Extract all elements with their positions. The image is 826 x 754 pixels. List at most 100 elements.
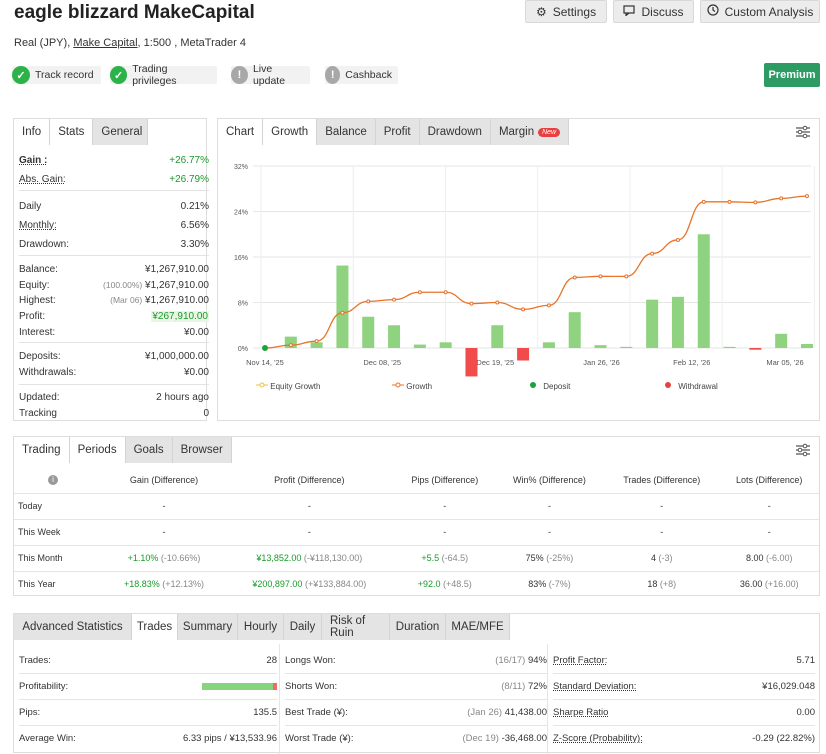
broker-link[interactable]: Make Capital: [73, 37, 138, 49]
adv-value: 135.5: [253, 707, 277, 718]
badge-track-record[interactable]: ✓ Track record: [12, 66, 101, 84]
premium-button[interactable]: Premium: [764, 63, 820, 87]
y-tick-label: 24%: [234, 210, 248, 217]
period-value: 18: [647, 579, 658, 590]
tab-adv-summary[interactable]: Summary: [178, 614, 238, 640]
growth-point: [805, 194, 809, 199]
period-cell: -: [394, 519, 495, 546]
filter-settings-icon[interactable]: [795, 443, 811, 462]
account-type: Real (JPY): [14, 37, 68, 49]
period-cell: 8.00 (-6.00): [719, 545, 819, 572]
growth-point: [495, 300, 500, 305]
tab-adv-advanced-statistics[interactable]: Advanced Statistics: [14, 614, 132, 640]
info-value: +26.77%: [169, 155, 209, 166]
badge-live-update[interactable]: ! Live update: [231, 63, 310, 87]
profit-bar: [646, 299, 659, 348]
adv-value-text: -0.29 (22.82%): [752, 733, 815, 744]
tab-info[interactable]: Info: [14, 119, 51, 145]
info-key: Equity:: [19, 280, 50, 291]
adv-value: ¥16,029.048: [762, 681, 815, 692]
info-key-text: Updated:: [19, 392, 60, 403]
chart-tabs: Chart Growth Balance Profit Drawdown Mar…: [218, 119, 819, 145]
period-cell: 4 (-3): [604, 545, 720, 572]
adv-key: Worst Trade (¥):: [285, 733, 354, 744]
period-value: +18.83%: [123, 579, 160, 590]
period-value: ¥13,852.00: [256, 553, 302, 563]
separator: [285, 725, 547, 726]
adv-value-text: -36,468.00: [501, 733, 547, 744]
tab-browser[interactable]: Browser: [172, 437, 232, 463]
period-cell: -: [719, 519, 819, 546]
filter-settings-icon[interactable]: [795, 125, 811, 144]
info-row-profit: Profit: ¥267,910.00: [19, 311, 209, 322]
y-tick-label: 8%: [238, 301, 248, 308]
growth-point: [701, 199, 706, 204]
tab-profit[interactable]: Profit: [375, 119, 420, 145]
tab-adv-duration[interactable]: Duration: [390, 614, 446, 640]
tab-adv-hourly[interactable]: Hourly: [238, 614, 284, 640]
badge-label: Track record: [35, 69, 94, 81]
info-key: Daily: [19, 201, 41, 212]
adv-row-trades: Trades: 28: [19, 655, 277, 666]
adv-value-text: ¥16,029.048: [762, 681, 815, 692]
adv-value: (Dec 19) -36,468.00: [462, 733, 547, 744]
discuss-button[interactable]: Discuss: [613, 0, 694, 23]
x-tick-label: Dec 08, '25: [363, 358, 401, 367]
tab-adv-trades[interactable]: Trades: [132, 614, 178, 640]
custom-analysis-button[interactable]: Custom Analysis: [700, 0, 820, 23]
period-diff: (-3): [658, 553, 673, 563]
legend-equity-growth[interactable]: Equity Growth: [256, 381, 320, 391]
tab-chart[interactable]: Chart: [218, 119, 264, 145]
growth-point: [340, 310, 345, 315]
adv-row-longs-won: Longs Won: (16/17) 94%: [285, 655, 547, 666]
tab-drawdown[interactable]: Drawdown: [419, 119, 491, 145]
tab-goals[interactable]: Goals: [125, 437, 173, 463]
period-cell: -: [224, 493, 395, 520]
tab-stats[interactable]: Stats: [50, 119, 94, 145]
info-key: Drawdown:: [19, 239, 69, 250]
badge-cashback[interactable]: ! Cashback: [325, 66, 398, 84]
period-diff: (+8): [659, 579, 677, 590]
info-key-text: Equity:: [19, 280, 50, 291]
badge-trading-privileges[interactable]: ✓ Trading privileges: [110, 63, 217, 87]
growth-chart: 32% 24% 16% 8% 0% Nov 14, '25 Dec 08, '25 Dec 1…: [234, 164, 815, 377]
tab-adv-mae-mfe[interactable]: MAE/MFE: [446, 614, 510, 640]
tab-periods[interactable]: Periods: [69, 437, 126, 463]
y-tick-label: 0%: [238, 346, 248, 353]
adv-row-best-trade: Best Trade (¥): (Jan 26) 41,438.00: [285, 707, 547, 718]
legend-deposit[interactable]: Deposit: [529, 381, 570, 391]
periods-header: Win% (Difference): [494, 467, 605, 494]
adv-value-text: 135.5: [253, 707, 277, 718]
tab-trading[interactable]: Trading: [14, 437, 70, 463]
info-icon[interactable]: i: [48, 475, 58, 486]
info-value-text: ¥1,267,910.00: [145, 280, 209, 291]
period-cell: -: [719, 493, 819, 520]
growth-point: [675, 237, 680, 242]
adv-value-text: 41,438.00: [504, 707, 547, 718]
settings-button[interactable]: ⚙ Settings: [525, 0, 607, 23]
tab-margin[interactable]: Margin New: [490, 119, 570, 145]
legend-withdrawal[interactable]: Withdrawal: [664, 381, 718, 391]
adv-value: 28: [266, 655, 277, 666]
info-key: Profit:: [19, 311, 45, 322]
legend-growth[interactable]: Growth: [392, 381, 432, 391]
info-value-text: ¥1,267,910.00: [145, 295, 209, 306]
tab-growth[interactable]: Growth: [263, 119, 318, 145]
tab-adv-daily[interactable]: Daily: [284, 614, 322, 640]
tab-general[interactable]: General: [93, 119, 149, 145]
profit-bar: [723, 346, 736, 348]
x-tick-label: Dec 19, '25: [476, 358, 514, 367]
tab-balance[interactable]: Balance: [317, 119, 376, 145]
period-cell: ¥13,852.00 (-¥118,130.00): [224, 545, 395, 572]
adv-value-text: 5.71: [796, 655, 816, 666]
info-value-text: +26.79%: [169, 174, 209, 185]
legend-label: Withdrawal: [678, 382, 718, 391]
info-key: Monthly:: [19, 220, 57, 231]
info-value-text: 3.30%: [180, 239, 209, 250]
period-diff: (-¥118,130.00): [303, 553, 363, 563]
separator: [19, 699, 277, 700]
tab-adv-risk-of-ruin[interactable]: Risk of Ruin: [322, 614, 390, 640]
y-tick-label: 32%: [234, 164, 248, 171]
info-key-text: Withdrawals:: [19, 367, 77, 378]
adv-row-pips: Pips: 135.5: [19, 707, 277, 718]
